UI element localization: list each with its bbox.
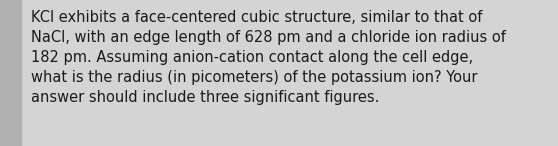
Bar xyxy=(0,0,21,146)
Text: KCl exhibits a face-centered cubic structure, similar to that of
NaCl, with an e: KCl exhibits a face-centered cubic struc… xyxy=(31,10,506,105)
